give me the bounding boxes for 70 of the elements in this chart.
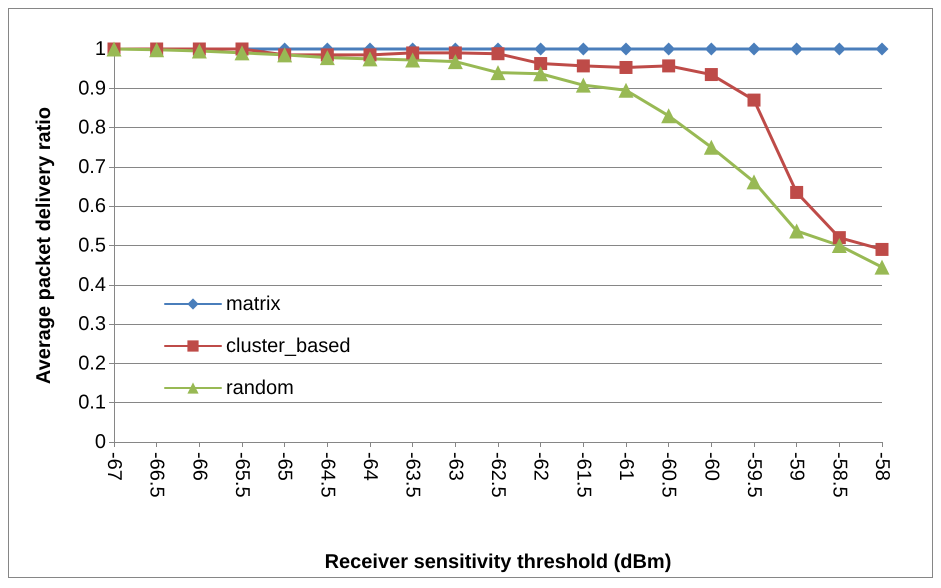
point <box>620 42 632 56</box>
y-tick-label: 0.3 <box>78 313 106 336</box>
x-tick-label: -63 <box>444 452 466 481</box>
point <box>576 42 590 56</box>
x-tick-label: -66.5 <box>146 452 168 498</box>
x-tick-label: -58.5 <box>828 452 850 498</box>
x-tick-label: -67 <box>103 452 125 481</box>
point <box>832 238 847 253</box>
x-tick-label: -62.5 <box>487 452 509 498</box>
point <box>492 47 504 60</box>
x-tick-label: -62 <box>530 452 552 481</box>
legend-label: random <box>226 377 294 399</box>
y-tick-label: 0.7 <box>78 156 106 178</box>
point <box>490 65 506 80</box>
y-tick-label: 0.4 <box>78 274 106 296</box>
point <box>704 68 718 82</box>
y-tick-label: 0.6 <box>78 195 106 218</box>
point <box>790 42 804 56</box>
point <box>362 51 378 66</box>
x-tick-label: -60 <box>700 452 722 481</box>
x-tick-label: -66 <box>188 452 210 481</box>
x-tick-label: -61 <box>615 452 637 481</box>
x-tick-label: -59.5 <box>743 452 765 498</box>
y-tick-label: 0.5 <box>78 234 106 256</box>
x-tick-label: -64.5 <box>316 452 338 498</box>
point <box>746 174 762 190</box>
point <box>576 59 590 72</box>
point <box>662 59 676 72</box>
point <box>832 42 846 56</box>
point <box>874 260 890 275</box>
y-tick-label: 0 <box>94 431 106 453</box>
point <box>448 54 463 70</box>
point <box>192 43 207 58</box>
x-tick-label: -63.5 <box>402 452 424 498</box>
x-tick-label: -58 <box>871 452 893 481</box>
point <box>534 57 548 70</box>
x-tick-label: -64 <box>359 452 381 481</box>
point <box>876 42 888 56</box>
y-tick-label: 0.8 <box>78 116 106 139</box>
point <box>533 66 548 82</box>
y-tick-label: 0.1 <box>78 392 106 414</box>
x-tick-label: -59 <box>786 452 808 481</box>
point <box>234 45 250 60</box>
y-tick-label: 1 <box>94 38 106 60</box>
point <box>576 78 591 93</box>
x-axis-title: Receiver sensitivity threshold (dBm) <box>324 551 672 573</box>
x-tick-label: -65.5 <box>231 452 253 498</box>
point <box>662 42 676 56</box>
point <box>748 42 760 56</box>
point <box>320 50 335 66</box>
point <box>704 140 719 155</box>
x-tick-label: -60.5 <box>658 452 680 498</box>
point <box>661 108 676 124</box>
point <box>790 186 804 199</box>
x-tick-label: -65 <box>274 452 296 481</box>
legend-label: cluster_based <box>226 335 351 357</box>
point <box>405 52 420 68</box>
point <box>789 223 804 238</box>
point <box>748 94 760 107</box>
point <box>534 42 548 56</box>
point <box>876 242 888 256</box>
point <box>620 60 632 74</box>
y-tick-label: 0.9 <box>78 77 106 100</box>
y-tick-label: 0.2 <box>78 352 106 374</box>
legend-label: matrix <box>226 293 280 315</box>
y-axis-title: Average packet delivery ratio <box>33 106 55 384</box>
x-tick-label: -61.5 <box>572 452 594 498</box>
point <box>618 82 634 98</box>
point <box>448 46 462 60</box>
point <box>704 42 718 56</box>
